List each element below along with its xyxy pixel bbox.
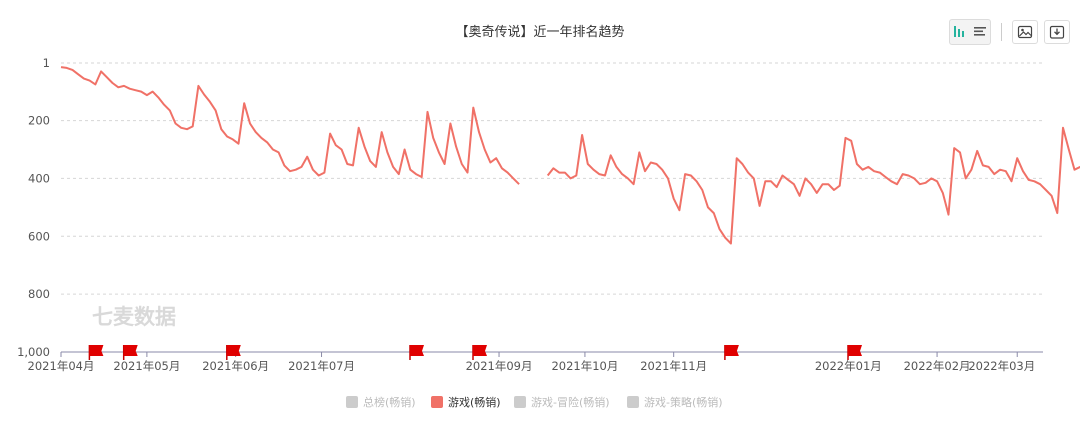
flag-marker[interactable] <box>226 345 241 360</box>
flag-marker[interactable] <box>472 345 487 360</box>
x-tick-label: 2022年01月 <box>815 359 882 373</box>
chart-toolbar <box>949 19 1070 45</box>
list-icon[interactable] <box>970 20 990 42</box>
x-tick-label: 2021年06月 <box>202 359 269 373</box>
flag-marker[interactable] <box>724 345 739 360</box>
y-tick-label: 400 <box>28 171 50 185</box>
y-tick-label: 1,000 <box>17 345 50 359</box>
chart-title: 【奥奇传说】近一年排名趋势 <box>455 24 624 40</box>
download-icon[interactable] <box>1044 20 1070 44</box>
legend-swatch <box>346 396 358 408</box>
legend-swatch <box>514 396 526 408</box>
legend-label: 总榜(畅销) <box>363 395 416 409</box>
legend-swatch <box>627 396 639 408</box>
legend-label: 游戏(畅销) <box>448 395 501 409</box>
y-tick-label: 1 <box>43 56 50 70</box>
flag-marker[interactable] <box>122 345 138 360</box>
legend-swatch <box>431 396 443 408</box>
flag-marker[interactable] <box>409 345 424 360</box>
x-tick-label: 2021年10月 <box>551 359 618 373</box>
x-tick-label: 2021年11月 <box>640 359 707 373</box>
x-tick-label: 2021年07月 <box>288 359 355 373</box>
watermark-text: 七麦数据 <box>92 305 176 329</box>
x-tick-label: 2021年09月 <box>466 359 533 373</box>
series-line <box>60 66 520 185</box>
legend-label: 游戏-策略(畅销) <box>644 395 723 409</box>
flag-marker[interactable] <box>847 345 862 360</box>
chart-type-toggle[interactable] <box>949 19 991 45</box>
series-line <box>546 126 1080 245</box>
x-tick-label: 2021年05月 <box>113 359 180 373</box>
y-tick-label: 200 <box>28 114 50 128</box>
flag-marker[interactable] <box>88 345 104 360</box>
bar-chart-icon[interactable] <box>950 20 970 42</box>
y-tick-label: 600 <box>28 229 50 243</box>
y-tick-label: 800 <box>28 287 50 301</box>
toolbar-divider <box>1001 23 1002 41</box>
save-image-icon[interactable] <box>1012 20 1038 44</box>
legend-label: 游戏-冒险(畅销) <box>531 395 610 409</box>
x-tick-label: 2021年04月 <box>28 359 95 373</box>
x-tick-label: 2022年02月 <box>904 359 971 373</box>
x-tick-label: 2022年03月 <box>968 359 1035 373</box>
